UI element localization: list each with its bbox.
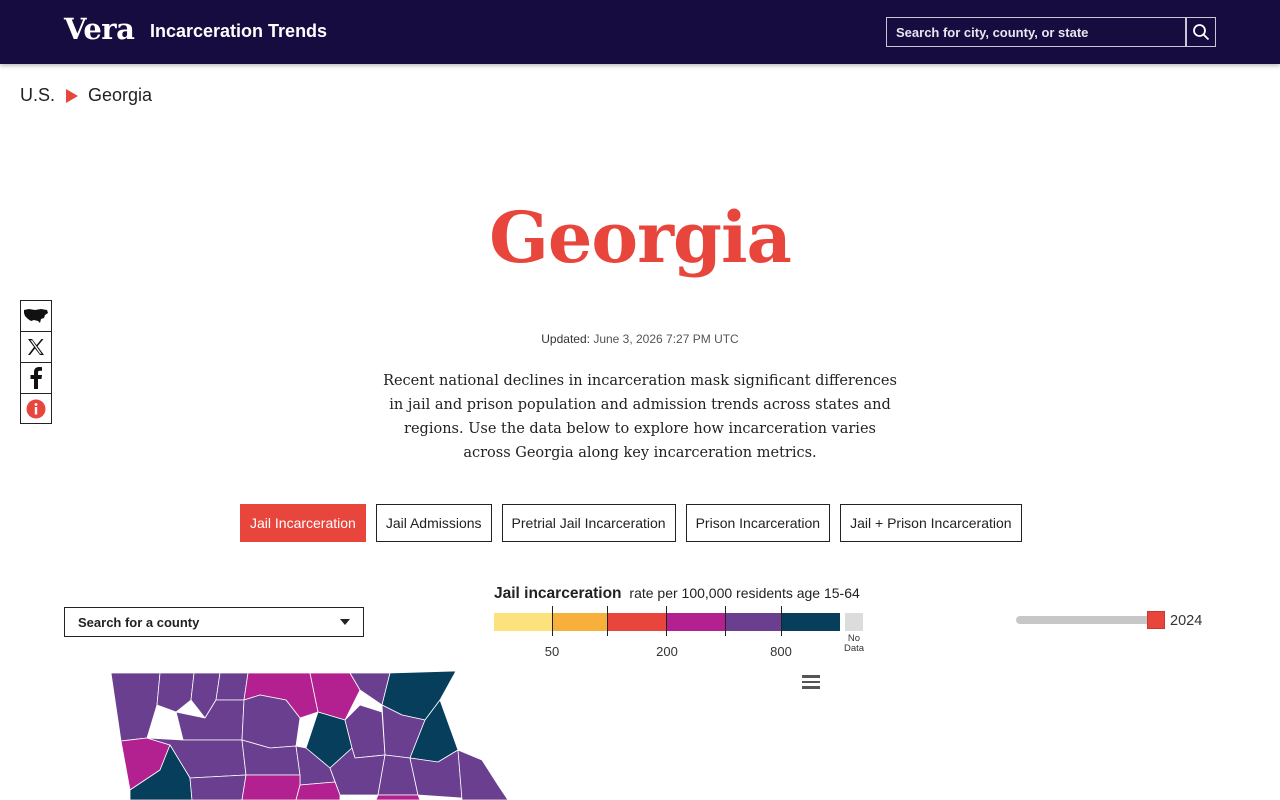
county-region[interactable]: [215, 672, 249, 701]
legend-swatch-1: [494, 613, 552, 631]
hamburger-menu-icon[interactable]: [802, 675, 820, 689]
legend-tick: [607, 606, 608, 636]
legend-tick-label: 200: [656, 644, 678, 659]
tab-jail-incarceration[interactable]: Jail Incarceration: [240, 504, 366, 542]
no-data-line-2: Data: [843, 643, 865, 654]
site-search-input[interactable]: [886, 17, 1186, 47]
legend-tick: [666, 606, 667, 636]
legend-color-scale: [494, 613, 840, 631]
updated-value: June 3, 2026 7:27 PM UTC: [593, 332, 739, 346]
legend-swatch-5: [725, 613, 782, 631]
legend-swatch-2: [552, 613, 608, 631]
year-slider-track[interactable]: [1016, 616, 1156, 624]
tab-pretrial-jail-incarceration[interactable]: Pretrial Jail Incarceration: [501, 504, 676, 542]
intro-paragraph: Recent national declines in incarceratio…: [383, 373, 897, 461]
share-rail: [20, 300, 52, 424]
chevron-down-icon: [340, 619, 350, 625]
legend-tick-label: 50: [544, 644, 560, 659]
legend-swatch-4: [666, 613, 725, 631]
breadcrumb-arrow-icon: [66, 88, 79, 103]
county-region[interactable]: [295, 781, 341, 800]
updated-timestamp: Updated: June 3, 2026 7:27 PM UTC: [0, 332, 1280, 346]
vera-logo[interactable]: Vera: [64, 12, 135, 46]
info-button[interactable]: [20, 393, 52, 424]
tab-jail-prison-incarceration[interactable]: Jail + Prison Incarceration: [840, 504, 1022, 542]
county-region[interactable]: [189, 774, 247, 800]
x-icon: [28, 339, 44, 355]
breadcrumb: U.S. Georgia: [20, 85, 152, 106]
tab-jail-admissions[interactable]: Jail Admissions: [375, 504, 492, 542]
county-region[interactable]: [457, 749, 509, 800]
county-region[interactable]: [110, 672, 161, 742]
share-x-button[interactable]: [20, 331, 52, 362]
top-navigation-bar: Vera Incarceration Trends: [0, 0, 1280, 64]
legend-no-data-swatch: [845, 613, 863, 631]
year-slider-value: 2024: [1170, 613, 1203, 629]
county-region[interactable]: [156, 672, 195, 713]
breadcrumb-current: Georgia: [88, 85, 153, 105]
legend-tick: [781, 606, 782, 636]
year-slider-handle[interactable]: [1147, 611, 1165, 629]
legend-unit: rate per 100,000 residents age 15-64: [629, 585, 860, 601]
breadcrumb-us-link[interactable]: U.S.: [20, 85, 56, 105]
share-facebook-button[interactable]: [20, 362, 52, 393]
info-icon: [26, 399, 46, 418]
legend-title: Jail incarceration rate per 100,000 resi…: [494, 585, 860, 603]
legend-no-data-label: No Data: [838, 634, 870, 654]
page-title: Georgia: [489, 196, 792, 279]
legend-tick: [552, 606, 553, 636]
county-region[interactable]: [309, 672, 361, 721]
site-search-button[interactable]: [1186, 17, 1216, 47]
us-map-button[interactable]: [20, 300, 52, 331]
legend-metric-name: Jail incarceration: [494, 585, 622, 602]
county-search-placeholder: Search for a county: [78, 614, 200, 630]
county-region[interactable]: [241, 774, 301, 800]
search-icon: [1193, 24, 1210, 41]
no-data-line-1: No: [847, 633, 861, 644]
legend-swatch-6: [782, 613, 840, 631]
facebook-icon: [30, 367, 42, 389]
legend-swatch-3: [608, 613, 666, 631]
legend-tick-label: 800: [770, 644, 792, 659]
site-title[interactable]: Incarceration Trends: [150, 21, 328, 41]
tab-prison-incarceration[interactable]: Prison Incarceration: [685, 504, 831, 542]
georgia-county-map: [110, 670, 509, 800]
legend-tick: [725, 606, 726, 636]
county-region[interactable]: [375, 794, 421, 800]
county-search-dropdown[interactable]: Search for a county: [64, 607, 364, 637]
updated-label: Updated:: [541, 332, 590, 346]
us-map-icon: [24, 309, 48, 323]
metric-tabs: Jail Incarceration Jail Admissions Pretr…: [240, 504, 1022, 542]
